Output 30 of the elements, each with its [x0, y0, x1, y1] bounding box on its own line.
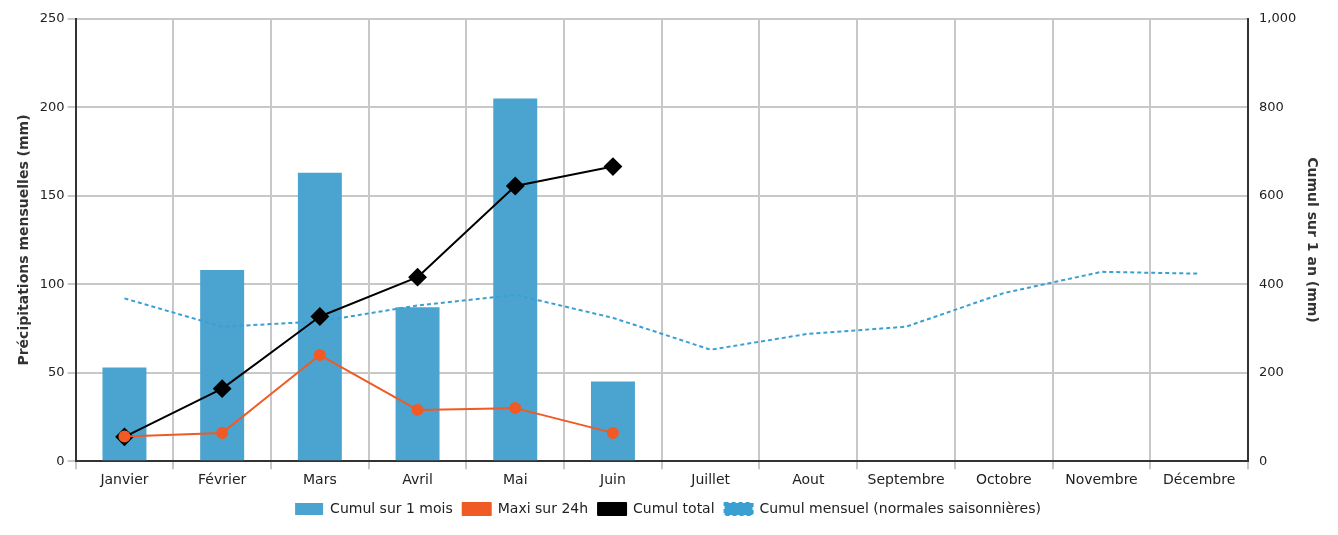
- legend-label: Cumul sur 1 mois: [330, 499, 453, 516]
- x-tick-label: Novembre: [1065, 471, 1138, 488]
- y-tick-label: 150: [39, 187, 65, 203]
- x-tick-label: Octobre: [975, 471, 1032, 488]
- x-tick-label: Janvier: [99, 471, 149, 488]
- legend-label: Cumul mensuel (normales saisonnières): [759, 499, 1041, 516]
- y-tick-label: 100: [39, 275, 65, 291]
- y2-tick-label: 200: [1258, 364, 1284, 380]
- y2-tick-label: 800: [1258, 98, 1284, 114]
- y2-tick-label: 400: [1258, 275, 1284, 291]
- legend-label: Maxi sur 24h: [497, 499, 589, 516]
- x-tick-label: Février: [198, 471, 247, 488]
- y-axis-title: Précipitations mensuelles (mm): [15, 114, 32, 366]
- y2-tick-label: 1,000: [1258, 10, 1297, 26]
- y-tick-label: 250: [39, 10, 65, 26]
- y2-tick-label: 0: [1258, 452, 1268, 468]
- x-tick-label: Mai: [502, 471, 528, 488]
- y-tick-label: 200: [39, 98, 65, 114]
- y-tick-label: 50: [48, 364, 65, 380]
- x-tick-label: Septembre: [867, 471, 945, 488]
- y2-tick-label: 600: [1258, 187, 1284, 203]
- x-tick-label: Avril: [402, 471, 433, 488]
- x-tick-label: Juin: [599, 471, 626, 488]
- y2-axis-title: Cumul sur 1 an (mm): [1304, 157, 1321, 323]
- legend-label: Cumul total: [633, 499, 715, 516]
- x-tick-label: Aout: [792, 471, 825, 488]
- y-tick-label: 0: [56, 452, 65, 468]
- x-tick-label: Juillet: [690, 471, 731, 488]
- x-tick-label: Mars: [303, 471, 337, 488]
- x-tick-label: Décembre: [1162, 471, 1236, 488]
